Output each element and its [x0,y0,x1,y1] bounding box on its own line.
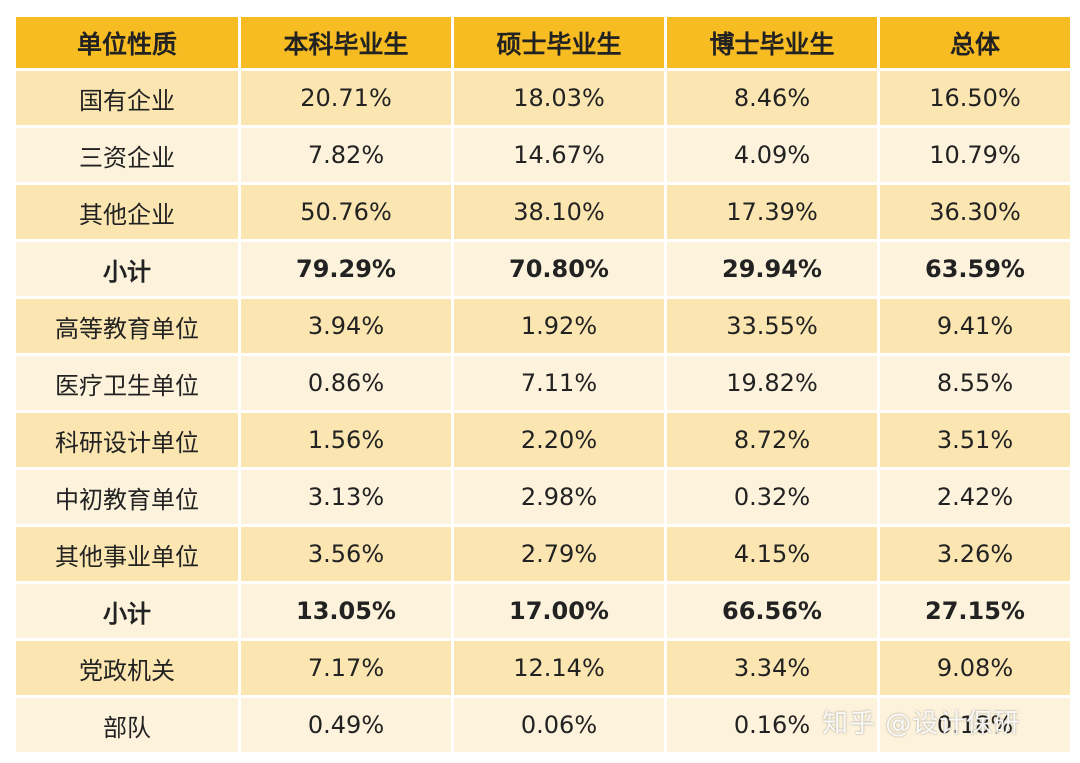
subtotal-row: 小计 13.05% 17.00% 66.56% 27.15% [16,584,1070,638]
cell-master: 0.06% [454,698,664,752]
cell-doctor: 17.39% [667,185,877,239]
cell-bachelor: 3.13% [241,470,451,524]
cell-master: 70.80% [454,242,664,296]
cell-bachelor: 50.76% [241,185,451,239]
row-label: 其他事业单位 [16,527,238,581]
table-row: 三资企业 7.82% 14.67% 4.09% 10.79% [16,128,1070,182]
cell-master: 14.67% [454,128,664,182]
table-row: 医疗卫生单位 0.86% 7.11% 19.82% 8.55% [16,356,1070,410]
cell-master: 38.10% [454,185,664,239]
cell-master: 7.11% [454,356,664,410]
table-row: 中初教育单位 3.13% 2.98% 0.32% 2.42% [16,470,1070,524]
cell-master: 2.98% [454,470,664,524]
cell-overall: 16.50% [880,71,1070,125]
employment-table: 单位性质 本科毕业生 硕士毕业生 博士毕业生 总体 国有企业 20.71% 18… [13,14,1073,755]
cell-doctor: 19.82% [667,356,877,410]
watermark: 知乎 @设计保研 [822,709,1021,739]
cell-doctor: 66.56% [667,584,877,638]
header-master: 硕士毕业生 [454,17,664,68]
header-doctor: 博士毕业生 [667,17,877,68]
row-label: 其他企业 [16,185,238,239]
cell-bachelor: 79.29% [241,242,451,296]
cell-bachelor: 3.94% [241,299,451,353]
cell-overall: 27.15% [880,584,1070,638]
cell-overall: 63.59% [880,242,1070,296]
table-row: 部队 0.49% 0.06% 0.16% 0.18% [16,698,1070,752]
cell-master: 18.03% [454,71,664,125]
row-label: 小计 [16,242,238,296]
cell-master: 2.20% [454,413,664,467]
cell-doctor: 3.34% [667,641,877,695]
cell-master: 1.92% [454,299,664,353]
cell-overall: 9.41% [880,299,1070,353]
row-label: 科研设计单位 [16,413,238,467]
cell-overall: 10.79% [880,128,1070,182]
cell-doctor: 0.32% [667,470,877,524]
cell-overall: 8.55% [880,356,1070,410]
table-row: 国有企业 20.71% 18.03% 8.46% 16.50% [16,71,1070,125]
row-label: 三资企业 [16,128,238,182]
cell-doctor: 29.94% [667,242,877,296]
cell-bachelor: 20.71% [241,71,451,125]
cell-overall: 9.08% [880,641,1070,695]
cell-doctor: 4.15% [667,527,877,581]
data-table-container: 单位性质 本科毕业生 硕士毕业生 博士毕业生 总体 国有企业 20.71% 18… [13,14,1070,755]
row-label: 高等教育单位 [16,299,238,353]
cell-master: 2.79% [454,527,664,581]
table-row: 高等教育单位 3.94% 1.92% 33.55% 9.41% [16,299,1070,353]
cell-bachelor: 0.49% [241,698,451,752]
table-row: 科研设计单位 1.56% 2.20% 8.72% 3.51% [16,413,1070,467]
header-overall: 总体 [880,17,1070,68]
cell-doctor: 4.09% [667,128,877,182]
cell-overall: 2.42% [880,470,1070,524]
cell-overall: 3.51% [880,413,1070,467]
row-label: 部队 [16,698,238,752]
subtotal-row: 小计 79.29% 70.80% 29.94% 63.59% [16,242,1070,296]
cell-bachelor: 7.17% [241,641,451,695]
row-label: 党政机关 [16,641,238,695]
cell-overall: 3.26% [880,527,1070,581]
table-header-row: 单位性质 本科毕业生 硕士毕业生 博士毕业生 总体 [16,17,1070,68]
row-label: 医疗卫生单位 [16,356,238,410]
cell-bachelor: 13.05% [241,584,451,638]
header-bachelor: 本科毕业生 [241,17,451,68]
cell-overall: 36.30% [880,185,1070,239]
table-row: 党政机关 7.17% 12.14% 3.34% 9.08% [16,641,1070,695]
header-unit-type: 单位性质 [16,17,238,68]
cell-bachelor: 7.82% [241,128,451,182]
row-label: 小计 [16,584,238,638]
cell-doctor: 33.55% [667,299,877,353]
cell-doctor: 8.46% [667,71,877,125]
cell-doctor: 0.16% [667,698,877,752]
cell-overall: 0.18% [880,698,1070,752]
table-row: 其他事业单位 3.56% 2.79% 4.15% 3.26% [16,527,1070,581]
cell-bachelor: 1.56% [241,413,451,467]
row-label: 国有企业 [16,71,238,125]
cell-bachelor: 0.86% [241,356,451,410]
cell-master: 17.00% [454,584,664,638]
cell-doctor: 8.72% [667,413,877,467]
table-row: 其他企业 50.76% 38.10% 17.39% 36.30% [16,185,1070,239]
row-label: 中初教育单位 [16,470,238,524]
cell-master: 12.14% [454,641,664,695]
cell-bachelor: 3.56% [241,527,451,581]
